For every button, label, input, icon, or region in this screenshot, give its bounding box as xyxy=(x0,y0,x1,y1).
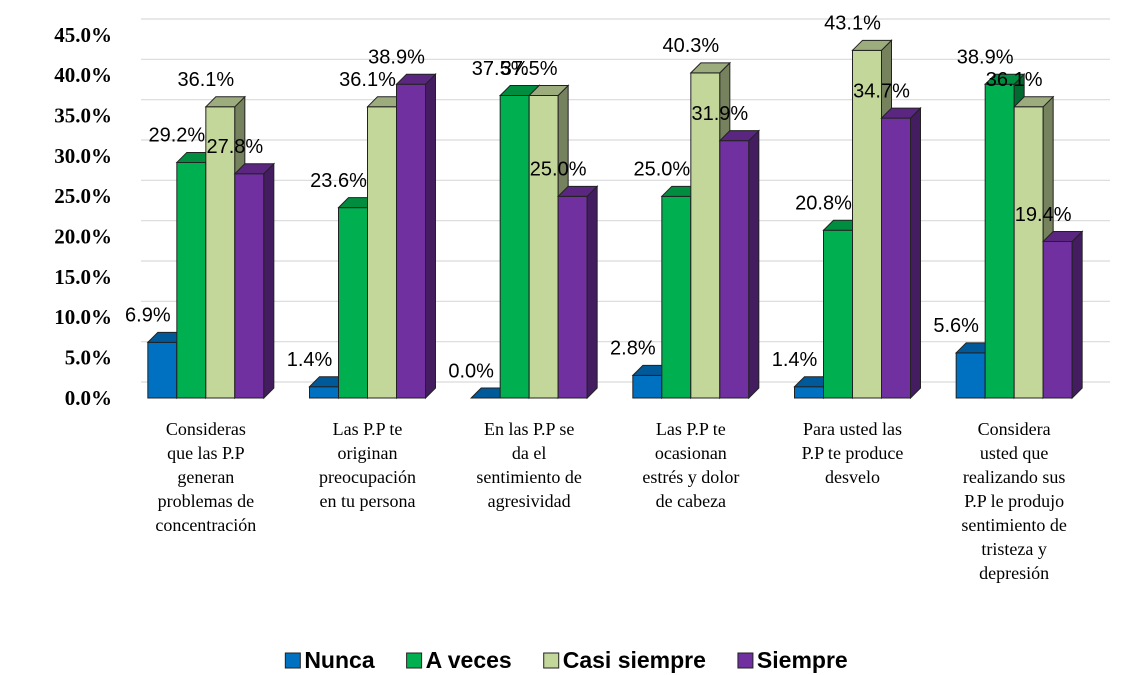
y-tick-label: 5.0% xyxy=(65,345,112,369)
bar-front xyxy=(823,229,853,399)
x-tick-label: Considera usted que realizando sus P.P l… xyxy=(961,419,1067,583)
y-tick-label: 30.0% xyxy=(54,144,112,168)
bar-front xyxy=(1042,241,1073,399)
bar-front xyxy=(367,106,397,399)
bar-top xyxy=(395,73,437,85)
x-tick-label: Las P.P te ocasionan estrés y dolor de c… xyxy=(642,419,740,511)
legend-swatch xyxy=(284,652,301,669)
legend-label: Nunca xyxy=(304,647,375,673)
bar-front xyxy=(528,95,559,399)
bar-front xyxy=(309,386,339,399)
bar-front xyxy=(557,195,588,399)
data-label: 25.0% xyxy=(633,159,690,181)
x-tick-label: Consideras que las P.P generan problemas… xyxy=(155,419,257,535)
bar-top xyxy=(556,185,599,197)
bar-front xyxy=(852,49,882,399)
data-label: 5.6% xyxy=(933,315,979,337)
bar-front xyxy=(147,341,178,399)
data-label: 25.0% xyxy=(530,159,587,181)
y-tick-label: 40.0% xyxy=(54,63,112,87)
y-tick-label: 20.0% xyxy=(54,224,112,248)
legend-label: Casi siempre xyxy=(563,647,706,673)
data-label: 2.8% xyxy=(610,338,656,360)
y-tick-label: 25.0% xyxy=(54,184,112,208)
y-tick-label: 35.0% xyxy=(54,103,112,127)
y-tick-label: 45.0% xyxy=(54,23,112,47)
bar-top xyxy=(983,73,1026,85)
data-label: 38.9% xyxy=(957,46,1014,68)
legend-label: Siempre xyxy=(757,647,848,673)
bar-side xyxy=(748,129,760,400)
data-label: 38.9% xyxy=(368,46,425,68)
bar-front xyxy=(719,140,750,399)
data-label: 29.2% xyxy=(148,125,205,147)
bar-front xyxy=(1013,106,1044,399)
bar-top xyxy=(527,85,570,96)
data-label: 20.8% xyxy=(795,192,852,214)
bar-side xyxy=(586,185,598,400)
bar-side xyxy=(425,72,436,400)
data-label: 36.1% xyxy=(339,69,396,91)
bar-top xyxy=(233,163,276,175)
bar-front xyxy=(176,161,207,399)
bar-front xyxy=(338,207,368,399)
data-label: 43.1% xyxy=(824,13,881,35)
legend-swatch xyxy=(737,652,754,669)
data-label: 40.3% xyxy=(662,35,719,57)
data-label: 6.9% xyxy=(125,305,171,327)
bar-side xyxy=(910,106,921,400)
data-label: 19.4% xyxy=(1015,204,1072,226)
bar-front xyxy=(632,374,663,399)
y-tick-label: 15.0% xyxy=(54,265,112,289)
legend-swatch xyxy=(543,652,560,669)
bar-side xyxy=(1071,230,1083,400)
bar-top xyxy=(689,62,732,74)
data-label: 36.1% xyxy=(986,69,1043,91)
x-tick-label: Las P.P te originan preocupación en tu p… xyxy=(319,419,416,511)
data-label: 0.0% xyxy=(448,360,494,382)
bar-side xyxy=(263,162,275,400)
bar-front xyxy=(794,386,824,399)
bar-front xyxy=(690,72,721,399)
bar-top xyxy=(851,39,893,51)
bar-front xyxy=(396,83,426,399)
data-label: 34.7% xyxy=(853,80,910,102)
bar-top xyxy=(204,96,247,108)
data-label: 36.1% xyxy=(177,69,234,91)
legend: Nunca A veces Casi siempre Siempre xyxy=(284,647,848,673)
data-label: 27.8% xyxy=(206,136,263,158)
data-label: 1.4% xyxy=(772,349,818,371)
data-label: 23.6% xyxy=(310,170,367,192)
bar-front xyxy=(881,117,911,399)
data-label: 37.5% xyxy=(472,58,529,80)
data-label: 31.9% xyxy=(691,103,748,125)
y-tick-label: 0.0% xyxy=(65,386,112,410)
data-label: 37.5% xyxy=(501,58,558,80)
bar-top xyxy=(880,107,922,119)
bar-front xyxy=(955,352,986,399)
bar-front xyxy=(984,83,1015,399)
bar-front xyxy=(661,195,692,399)
bar-front xyxy=(205,106,236,399)
bar-top xyxy=(1041,231,1084,243)
bar-top xyxy=(1012,96,1055,108)
legend-label: A veces xyxy=(426,647,512,673)
data-label: 1.4% xyxy=(287,349,333,371)
x-tick-label: Para usted las P.P te produce desvelo xyxy=(801,419,904,487)
x-tick-label: En las P.P se da el sentimiento de agres… xyxy=(476,419,582,511)
bar-top xyxy=(718,130,761,142)
bar-front xyxy=(499,95,530,399)
bar-front xyxy=(234,173,265,399)
legend-swatch xyxy=(406,652,423,669)
y-tick-label: 10.0% xyxy=(54,305,112,329)
